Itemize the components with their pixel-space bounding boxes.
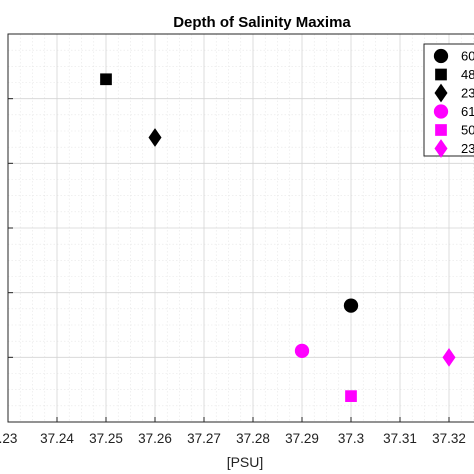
x-tick-label: 37.32: [432, 431, 466, 446]
legend: 60 48 23 61 50 23: [423, 43, 474, 158]
x-tick-label: 37.3: [338, 431, 364, 446]
data-point-square: [345, 390, 357, 402]
x-tick-label: 37.26: [138, 431, 172, 446]
legend-marker-circle: [433, 48, 449, 64]
legend-label: 50: [461, 123, 474, 138]
legend-label: 23: [461, 86, 474, 101]
legend-marker-circle: [433, 104, 449, 119]
x-tick-label: 37.31: [383, 431, 417, 446]
legend-marker-diamond: [434, 83, 448, 103]
legend-marker-square: [435, 68, 447, 81]
chart-title: Depth of Salinity Maxima: [173, 14, 351, 31]
legend-marker-diamond: [434, 139, 448, 158]
x-tick-label: 37.27: [187, 431, 221, 446]
legend-label: 48: [461, 67, 474, 82]
data-point-diamond: [442, 347, 456, 367]
x-tick-labels: .23 37.24 37.25 37.26 37.27 37.28 37.29 37.3 37.…: [0, 431, 466, 446]
data-point-circle: [294, 343, 310, 359]
x-tick-label: 37.24: [40, 431, 74, 446]
x-tick-label: 37.28: [236, 431, 270, 446]
data-point-square: [100, 73, 112, 86]
axis-ticks: [7, 33, 450, 423]
x-tick-label: 37.29: [285, 431, 319, 446]
legend-label: 61: [461, 104, 474, 119]
x-tick-label: 37.25: [89, 431, 123, 446]
data-point-circle: [343, 298, 359, 313]
legend-label: 60: [461, 49, 474, 64]
legend-marker-square: [435, 124, 447, 136]
data-points: [100, 73, 456, 402]
legend-box: [423, 43, 474, 157]
x-axis-label: [PSU]: [227, 454, 264, 470]
x-tick-label: .23: [0, 431, 17, 446]
data-point-diamond: [148, 128, 162, 147]
legend-label: 23: [461, 141, 474, 156]
